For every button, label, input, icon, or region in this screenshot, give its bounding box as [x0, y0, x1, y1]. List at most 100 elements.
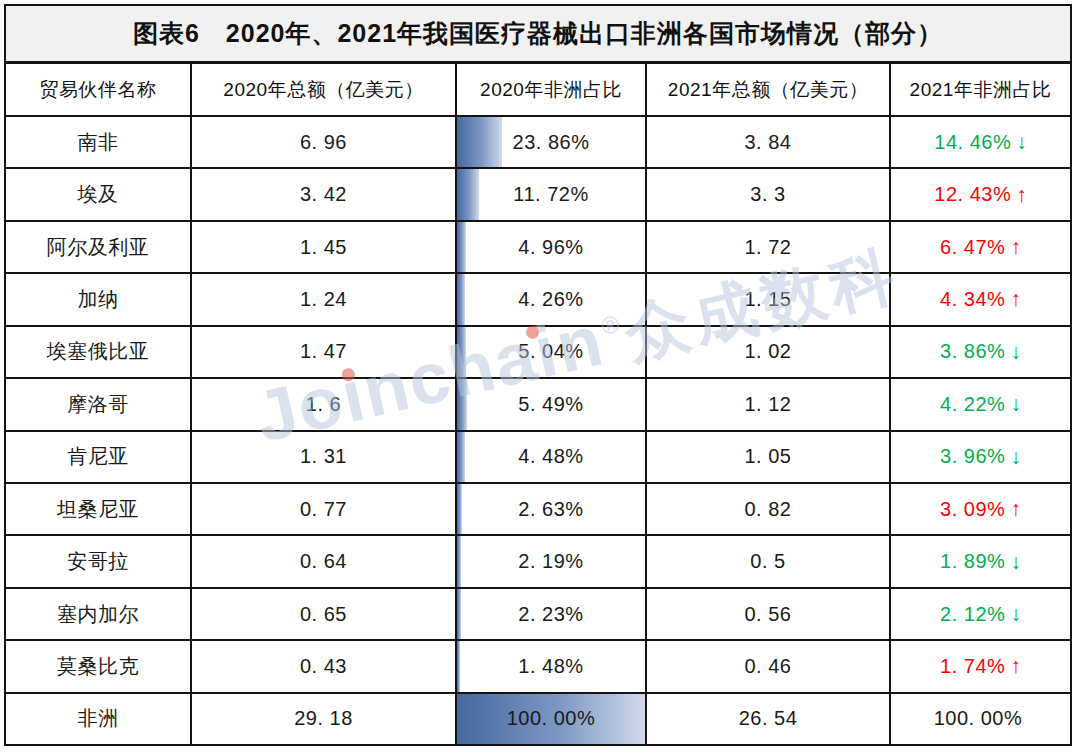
databar [457, 222, 466, 272]
trend-arrow-icon: ↑ [1010, 287, 1021, 311]
share-2020-cell: 4. 26% [457, 274, 647, 324]
partner-name-cell: 阿尔及利亚 [6, 222, 192, 272]
table-body: 南非 6. 96 23. 86% 3. 84 14. 46% ↓ 埃及 3. 4… [6, 117, 1070, 744]
header-cell-share-2020: 2020年非洲占比 [457, 64, 647, 115]
table-row: 阿尔及利亚 1. 45 4. 96% 1. 72 6. 47% ↑ [6, 222, 1070, 274]
share-2020-cell: 5. 49% [457, 379, 647, 429]
total-2020-cell: 3. 42 [192, 169, 457, 219]
export-table: 图表6 2020年、2021年我国医疗器械出口非洲各国市场情况（部分） 贸易伙伴… [4, 4, 1072, 746]
share-2020-cell: 2. 23% [457, 589, 647, 639]
databar [457, 327, 466, 377]
table-row: 南非 6. 96 23. 86% 3. 84 14. 46% ↓ [6, 117, 1070, 169]
trend-arrow-icon: ↑ [1010, 654, 1021, 678]
databar [457, 169, 479, 219]
share-2021-cell: 2. 12% ↓ [891, 589, 1070, 639]
total-2021-cell: 0. 46 [647, 641, 891, 691]
total-2020-cell: 6. 96 [192, 117, 457, 167]
total-2020-cell: 29. 18 [192, 694, 457, 744]
table-row: 非洲 29. 18 100. 00% 26. 54 100. 00% [6, 694, 1070, 744]
share-2020-cell: 2. 19% [457, 536, 647, 586]
total-2020-cell: 0. 77 [192, 484, 457, 534]
share-2020-cell: 4. 48% [457, 432, 647, 482]
total-2020-cell: 1. 45 [192, 222, 457, 272]
databar [457, 274, 465, 324]
partner-name-cell: 坦桑尼亚 [6, 484, 192, 534]
share-2020-cell: 100. 00% [457, 694, 647, 744]
total-2020-cell: 1. 31 [192, 432, 457, 482]
total-2021-cell: 26. 54 [647, 694, 891, 744]
table-row: 摩洛哥 1. 6 5. 49% 1. 12 4. 22% ↓ [6, 379, 1070, 431]
total-2020-cell: 0. 64 [192, 536, 457, 586]
databar [457, 117, 502, 167]
databar [457, 379, 467, 429]
header-cell-partner: 贸易伙伴名称 [6, 64, 192, 115]
table-row: 埃塞俄比亚 1. 47 5. 04% 1. 02 3. 86% ↓ [6, 327, 1070, 379]
table-title: 图表6 2020年、2021年我国医疗器械出口非洲各国市场情况（部分） [6, 6, 1070, 64]
share-2021-cell: 4. 22% ↓ [891, 379, 1070, 429]
table-row: 塞内加尔 0. 65 2. 23% 0. 56 2. 12% ↓ [6, 589, 1070, 641]
databar [457, 484, 462, 534]
partner-name-cell: 埃及 [6, 169, 192, 219]
header-cell-total-2021: 2021年总额（亿美元） [647, 64, 891, 115]
table-header-row: 贸易伙伴名称 2020年总额（亿美元） 2020年非洲占比 2021年总额（亿美… [6, 64, 1070, 117]
share-2021-cell: 3. 09% ↑ [891, 484, 1070, 534]
total-2021-cell: 1. 15 [647, 274, 891, 324]
share-2020-cell: 23. 86% [457, 117, 647, 167]
trend-arrow-icon: ↓ [1010, 550, 1021, 574]
databar [457, 432, 465, 482]
partner-name-cell: 安哥拉 [6, 536, 192, 586]
share-2020-cell: 2. 63% [457, 484, 647, 534]
share-2021-cell: 100. 00% [891, 694, 1070, 744]
table-row: 埃及 3. 42 11. 72% 3. 3 12. 43% ↑ [6, 169, 1070, 221]
total-2020-cell: 0. 65 [192, 589, 457, 639]
partner-name-cell: 摩洛哥 [6, 379, 192, 429]
table-row: 安哥拉 0. 64 2. 19% 0. 5 1. 89% ↓ [6, 536, 1070, 588]
table-row: 加纳 1. 24 4. 26% 1. 15 4. 34% ↑ [6, 274, 1070, 326]
total-2020-cell: 1. 6 [192, 379, 457, 429]
trend-arrow-icon: ↓ [1010, 392, 1021, 416]
partner-name-cell: 埃塞俄比亚 [6, 327, 192, 377]
table-title-text: 图表6 2020年、2021年我国医疗器械出口非洲各国市场情况（部分） [133, 17, 943, 50]
header-cell-total-2020: 2020年总额（亿美元） [192, 64, 457, 115]
trend-arrow-icon: ↓ [1010, 445, 1021, 469]
partner-name-cell: 塞内加尔 [6, 589, 192, 639]
partner-name-cell: 莫桑比克 [6, 641, 192, 691]
partner-name-cell: 南非 [6, 117, 192, 167]
databar [457, 641, 460, 691]
share-2021-cell: 3. 86% ↓ [891, 327, 1070, 377]
trend-arrow-icon: ↓ [1010, 602, 1021, 626]
trend-arrow-icon: ↓ [1010, 340, 1021, 364]
total-2021-cell: 0. 5 [647, 536, 891, 586]
partner-name-cell: 肯尼亚 [6, 432, 192, 482]
share-2020-cell: 1. 48% [457, 641, 647, 691]
total-2020-cell: 1. 24 [192, 274, 457, 324]
trend-arrow-icon: ↓ [1016, 130, 1027, 154]
share-2021-cell: 1. 89% ↓ [891, 536, 1070, 586]
total-2021-cell: 1. 05 [647, 432, 891, 482]
total-2021-cell: 0. 82 [647, 484, 891, 534]
trend-arrow-icon: ↑ [1016, 183, 1027, 207]
trend-arrow-icon: ↑ [1010, 497, 1021, 521]
share-2021-cell: 3. 96% ↓ [891, 432, 1070, 482]
total-2021-cell: 0. 56 [647, 589, 891, 639]
share-2020-cell: 5. 04% [457, 327, 647, 377]
table-row: 肯尼亚 1. 31 4. 48% 1. 05 3. 96% ↓ [6, 432, 1070, 484]
trend-arrow-icon: ↑ [1010, 235, 1021, 259]
share-2020-cell: 4. 96% [457, 222, 647, 272]
total-2020-cell: 0. 43 [192, 641, 457, 691]
share-2020-cell: 11. 72% [457, 169, 647, 219]
databar [457, 589, 461, 639]
share-2021-cell: 12. 43% ↑ [891, 169, 1070, 219]
total-2020-cell: 1. 47 [192, 327, 457, 377]
databar [457, 536, 461, 586]
total-2021-cell: 3. 3 [647, 169, 891, 219]
total-2021-cell: 3. 84 [647, 117, 891, 167]
table-row: 坦桑尼亚 0. 77 2. 63% 0. 82 3. 09% ↑ [6, 484, 1070, 536]
header-cell-share-2021: 2021年非洲占比 [891, 64, 1070, 115]
total-2021-cell: 1. 12 [647, 379, 891, 429]
total-2021-cell: 1. 72 [647, 222, 891, 272]
partner-name-cell: 非洲 [6, 694, 192, 744]
total-2021-cell: 1. 02 [647, 327, 891, 377]
share-2021-cell: 4. 34% ↑ [891, 274, 1070, 324]
share-2021-cell: 6. 47% ↑ [891, 222, 1070, 272]
